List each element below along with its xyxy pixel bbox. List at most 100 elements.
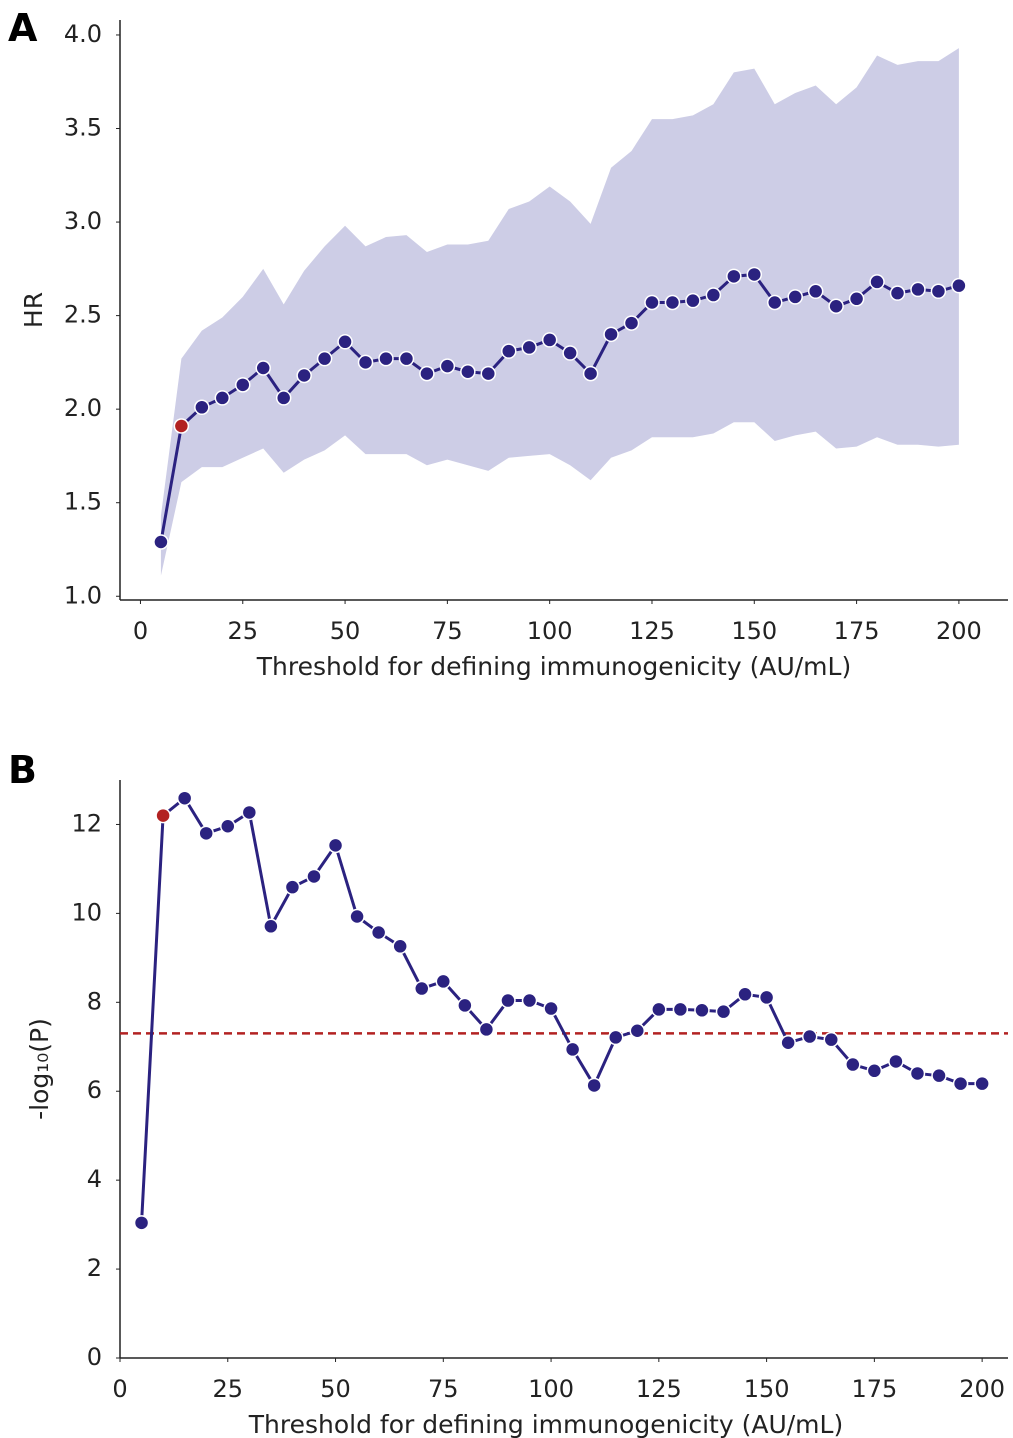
data-point bbox=[263, 918, 279, 935]
x-tick-label: 125 bbox=[629, 617, 675, 645]
data-point bbox=[931, 1067, 947, 1084]
x-tick-label: 150 bbox=[744, 1375, 790, 1403]
data-point bbox=[780, 1035, 796, 1051]
data-point bbox=[173, 418, 190, 434]
x-tick-label: 50 bbox=[330, 617, 361, 645]
x-tick-label: 100 bbox=[527, 617, 573, 645]
data-point bbox=[974, 1075, 990, 1092]
data-point bbox=[198, 825, 214, 842]
data-point bbox=[543, 1000, 559, 1017]
data-point bbox=[501, 343, 517, 359]
y-tick-label: 3.0 bbox=[64, 207, 102, 235]
data-point bbox=[807, 283, 824, 300]
x-tick-label: 0 bbox=[112, 1375, 127, 1403]
data-point bbox=[378, 350, 394, 367]
y-tick-label: 6 bbox=[87, 1076, 102, 1104]
data-point bbox=[562, 345, 578, 361]
data-point bbox=[607, 1029, 624, 1046]
data-line bbox=[159, 272, 960, 543]
data-point bbox=[337, 334, 353, 350]
data-point bbox=[214, 390, 231, 406]
data-point bbox=[869, 274, 885, 290]
data-point bbox=[801, 1028, 818, 1045]
x-axis-label: Threshold for defining immunogenicity (A… bbox=[256, 652, 851, 681]
data-point bbox=[564, 1041, 581, 1058]
data-point bbox=[255, 360, 271, 376]
data-point bbox=[500, 992, 516, 1009]
data-point bbox=[521, 339, 537, 356]
data-point bbox=[664, 294, 681, 311]
data-point bbox=[155, 807, 171, 824]
data-point bbox=[758, 989, 775, 1006]
data-point bbox=[629, 1023, 646, 1039]
data-point bbox=[419, 365, 435, 382]
data-point bbox=[672, 1001, 689, 1018]
data-point bbox=[603, 326, 619, 343]
x-tick-label: 100 bbox=[528, 1375, 574, 1403]
y-tick-label: 1.5 bbox=[64, 488, 102, 516]
data-point bbox=[651, 1001, 667, 1018]
data-point bbox=[888, 1053, 904, 1070]
x-tick-label: 75 bbox=[432, 617, 463, 645]
y-tick-label: 2 bbox=[87, 1254, 102, 1282]
y-tick-label: 2.5 bbox=[64, 301, 102, 329]
data-point bbox=[478, 1021, 495, 1038]
data-point bbox=[685, 292, 701, 309]
data-point bbox=[746, 266, 763, 283]
data-point bbox=[480, 365, 497, 382]
data-point bbox=[327, 837, 344, 854]
y-tick-label: 12 bbox=[71, 809, 102, 837]
y-tick-label: 2.0 bbox=[64, 394, 102, 422]
data-point bbox=[726, 268, 742, 285]
data-point bbox=[398, 350, 415, 367]
data-point bbox=[370, 924, 387, 941]
x-tick-label: 125 bbox=[636, 1375, 682, 1403]
x-tick-label: 75 bbox=[428, 1375, 459, 1403]
data-point bbox=[586, 1077, 602, 1094]
data-point bbox=[952, 1075, 969, 1092]
x-tick-label: 200 bbox=[936, 617, 982, 645]
data-point bbox=[284, 879, 301, 895]
data-point bbox=[316, 350, 333, 367]
data-point bbox=[220, 818, 236, 834]
data-point bbox=[275, 390, 292, 406]
data-point bbox=[194, 399, 210, 416]
data-point bbox=[133, 1215, 150, 1231]
data-point bbox=[766, 294, 783, 311]
x-tick-label: 150 bbox=[731, 617, 777, 645]
x-tick-label: 200 bbox=[959, 1375, 1005, 1403]
x-tick-label: 175 bbox=[851, 1375, 897, 1403]
y-tick-label: 4 bbox=[87, 1165, 102, 1193]
data-point bbox=[787, 289, 803, 305]
y-tick-label: 1.0 bbox=[64, 581, 102, 609]
data-point bbox=[705, 287, 722, 303]
data-point bbox=[848, 291, 865, 307]
panel-label: B bbox=[8, 748, 37, 792]
data-point bbox=[457, 997, 473, 1014]
data-point bbox=[823, 1031, 840, 1048]
y-tick-label: 0 bbox=[87, 1343, 102, 1371]
y-tick-label: 8 bbox=[87, 987, 102, 1015]
data-point bbox=[737, 986, 753, 1003]
y-tick-label: 10 bbox=[71, 898, 102, 926]
x-tick-label: 25 bbox=[227, 617, 258, 645]
x-tick-label: 25 bbox=[212, 1375, 243, 1403]
confidence-band bbox=[160, 48, 959, 576]
data-point bbox=[521, 992, 538, 1009]
data-point bbox=[435, 973, 452, 990]
x-tick-label: 0 bbox=[133, 617, 148, 645]
y-tick-label: 4.0 bbox=[64, 20, 102, 48]
data-point bbox=[413, 980, 430, 997]
data-point bbox=[153, 534, 169, 550]
data-point bbox=[694, 1002, 710, 1019]
data-point bbox=[460, 363, 476, 380]
y-axis-label: HR bbox=[19, 292, 48, 328]
data-line bbox=[140, 795, 983, 1223]
data-point bbox=[439, 358, 456, 374]
data-point bbox=[306, 868, 322, 885]
data-point bbox=[176, 790, 193, 806]
data-point bbox=[828, 298, 844, 315]
data-point bbox=[715, 1003, 732, 1020]
data-point bbox=[349, 908, 365, 925]
